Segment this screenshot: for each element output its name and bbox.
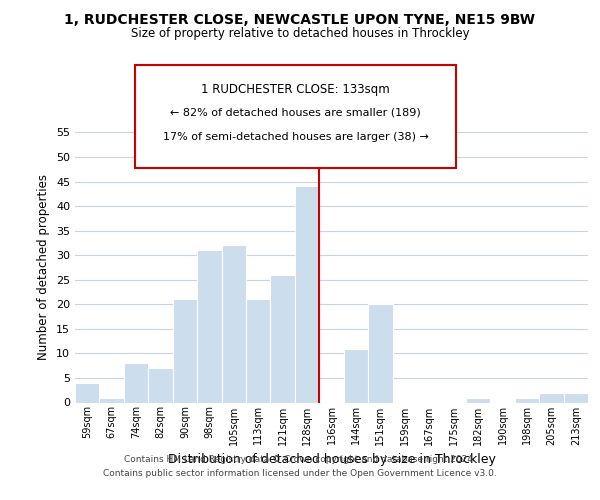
Bar xyxy=(271,275,295,402)
Text: 1 RUDCHESTER CLOSE: 133sqm: 1 RUDCHESTER CLOSE: 133sqm xyxy=(201,82,390,96)
Bar xyxy=(344,348,368,403)
Text: Contains public sector information licensed under the Open Government Licence v3: Contains public sector information licen… xyxy=(103,468,497,477)
Text: 17% of semi-detached houses are larger (38) →: 17% of semi-detached houses are larger (… xyxy=(163,132,428,142)
Text: Contains HM Land Registry data © Crown copyright and database right 2024.: Contains HM Land Registry data © Crown c… xyxy=(124,455,476,464)
Text: 1, RUDCHESTER CLOSE, NEWCASTLE UPON TYNE, NE15 9BW: 1, RUDCHESTER CLOSE, NEWCASTLE UPON TYNE… xyxy=(65,12,536,26)
Bar xyxy=(515,398,539,402)
Y-axis label: Number of detached properties: Number of detached properties xyxy=(37,174,50,360)
Bar xyxy=(173,300,197,403)
Bar xyxy=(148,368,173,402)
Bar xyxy=(539,392,563,402)
Bar xyxy=(295,186,319,402)
Bar xyxy=(466,398,490,402)
Text: ← 82% of detached houses are smaller (189): ← 82% of detached houses are smaller (18… xyxy=(170,108,421,118)
Bar xyxy=(75,383,100,402)
Bar xyxy=(197,250,221,402)
X-axis label: Distribution of detached houses by size in Throckley: Distribution of detached houses by size … xyxy=(167,453,496,466)
Text: Size of property relative to detached houses in Throckley: Size of property relative to detached ho… xyxy=(131,28,469,40)
Bar xyxy=(368,304,392,402)
Bar xyxy=(100,398,124,402)
Bar xyxy=(246,300,271,403)
Bar xyxy=(563,392,588,402)
Bar xyxy=(221,246,246,402)
Bar xyxy=(124,363,148,403)
